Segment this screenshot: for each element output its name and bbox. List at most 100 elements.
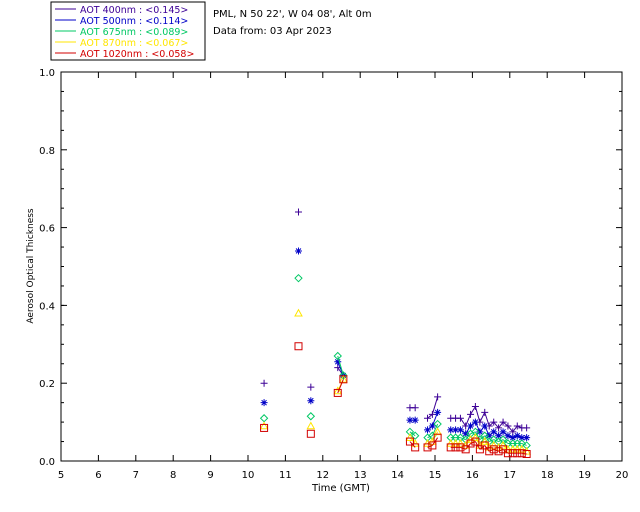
data-point-plus: [509, 428, 517, 436]
date-info: Data from: 03 Apr 2023: [213, 26, 332, 37]
data-point-plus: [467, 410, 475, 418]
series-segment: [474, 421, 481, 433]
data-point-asterisk: [499, 428, 507, 436]
data-point-square: [456, 443, 465, 452]
data-point-diamond: [339, 371, 348, 380]
data-point-square: [433, 433, 442, 442]
series-segment: [493, 421, 499, 429]
data-point-plus: [456, 414, 464, 422]
data-point-asterisk: [406, 416, 414, 424]
series-segment: [512, 425, 518, 433]
series-segment: [474, 406, 481, 423]
data-point-plus: [471, 403, 479, 411]
data-point-asterisk: [504, 432, 512, 440]
series-segment: [502, 439, 509, 444]
series-segment: [493, 448, 499, 452]
data-point-diamond: [333, 351, 342, 361]
series-segment: [431, 412, 439, 427]
data-point-diamond: [489, 435, 498, 444]
series-segment: [409, 431, 416, 437]
data-point-square: [294, 342, 303, 351]
data-point-asterisk: [518, 434, 526, 442]
data-point-plus: [495, 424, 503, 432]
data-point-plus: [428, 410, 436, 418]
data-point-square: [508, 449, 517, 458]
data-point-diamond: [294, 273, 303, 283]
data-point-asterisk: [523, 434, 531, 442]
data-point-triangle: [517, 444, 527, 453]
series-segment: [479, 435, 486, 440]
data-point-square: [485, 447, 494, 456]
x-tick-label: 13: [354, 470, 367, 481]
data-point-asterisk: [428, 422, 436, 430]
series-layer: [259, 208, 531, 458]
series-segment: [460, 446, 466, 450]
data-point-triangle: [508, 444, 518, 453]
series-segment: [502, 421, 509, 427]
x-tick-label: 20: [616, 470, 629, 481]
data-point-square: [306, 429, 315, 438]
data-point-triangle: [446, 438, 456, 447]
plot-frame: [60, 71, 623, 462]
x-tick-label: 17: [503, 470, 516, 481]
data-point-square: [333, 388, 342, 397]
y-tick-label: 1.0: [39, 68, 55, 79]
legend-box: [50, 1, 206, 61]
series-segment: [409, 441, 416, 448]
data-point-plus: [499, 418, 507, 426]
series-segment: [465, 414, 471, 427]
data-point-diamond: [461, 435, 470, 444]
data-point-square: [489, 445, 498, 454]
data-point-triangle: [498, 440, 508, 449]
series-segment: [470, 441, 476, 444]
data-point-asterisk: [490, 428, 498, 436]
series-aot-400nm: [260, 208, 531, 436]
series-segment: [470, 406, 476, 415]
data-point-asterisk: [447, 426, 455, 434]
data-point-plus: [307, 383, 315, 391]
data-point-asterisk: [334, 358, 342, 366]
data-point-plus: [481, 408, 489, 416]
data-point-asterisk: [424, 426, 432, 434]
data-point-square: [480, 441, 489, 450]
data-point-asterisk: [471, 418, 479, 426]
series-segment: [337, 379, 344, 394]
series-segment: [484, 425, 490, 436]
data-point-asterisk: [513, 432, 521, 440]
data-point-triangle: [405, 433, 415, 441]
x-tick-label: 12: [316, 470, 329, 481]
data-point-square: [451, 443, 460, 452]
series-segment: [498, 421, 504, 429]
series-segment: [521, 452, 527, 455]
series-segment: [431, 396, 439, 415]
series-segment: [488, 421, 495, 427]
data-point-diamond: [480, 431, 489, 440]
series-segment: [427, 444, 433, 448]
data-point-plus: [490, 418, 498, 426]
x-tick-label: 8: [170, 470, 176, 481]
data-point-asterisk: [434, 408, 442, 416]
data-point-plus: [424, 414, 432, 422]
data-point-asterisk: [485, 432, 493, 440]
y-tick-label: 0.6: [39, 224, 55, 235]
data-point-asterisk: [452, 426, 460, 434]
series-aot-500nm: [260, 247, 531, 442]
legend-label: AOT 675nm : <0.089>: [80, 27, 188, 38]
legend: AOT 400nm : <0.145>AOT 500nm : <0.114>AO…: [55, 5, 194, 60]
y-tick-label: 0.2: [39, 379, 55, 390]
data-point-square: [471, 437, 480, 446]
data-point-plus: [260, 379, 268, 387]
x-tick-label: 11: [279, 470, 292, 481]
data-point-plus: [523, 424, 531, 432]
data-point-plus: [294, 208, 302, 216]
data-point-square: [466, 439, 475, 448]
data-point-triangle: [451, 438, 460, 447]
data-point-square: [446, 443, 455, 452]
data-point-square: [339, 375, 348, 384]
data-point-asterisk: [476, 428, 484, 436]
data-point-asterisk: [495, 432, 503, 440]
data-point-asterisk: [411, 416, 419, 424]
data-point-square: [260, 423, 269, 432]
data-point-diamond: [306, 412, 316, 421]
